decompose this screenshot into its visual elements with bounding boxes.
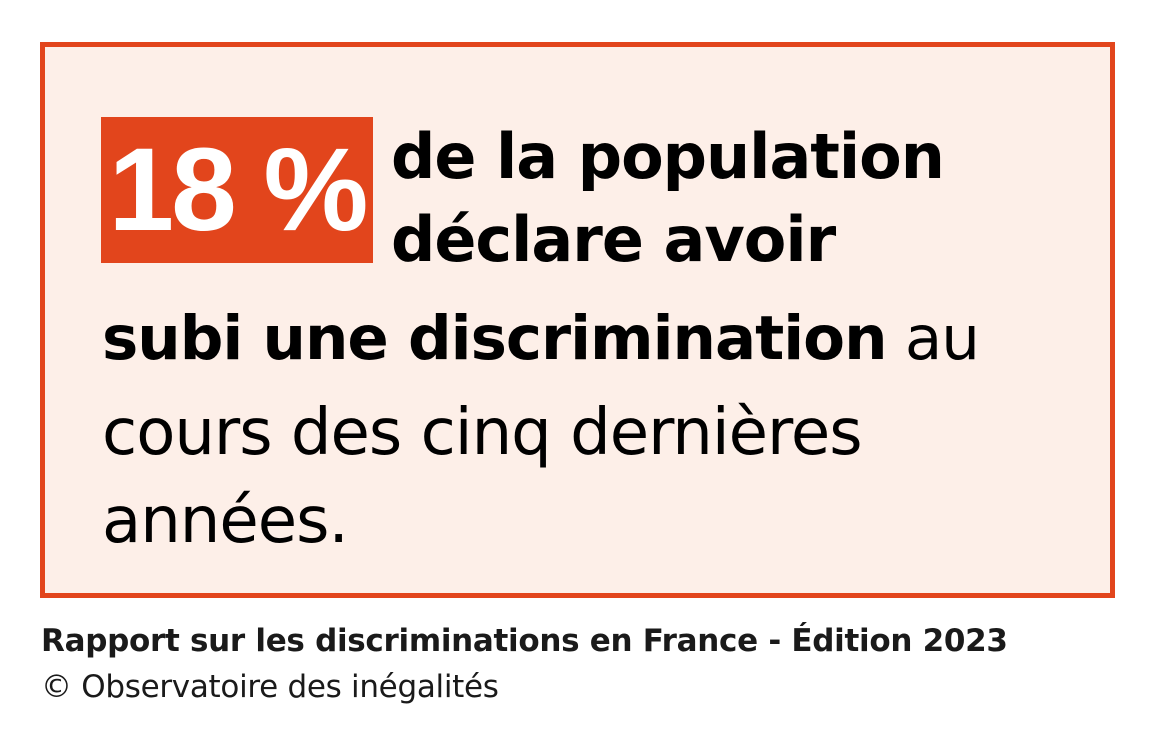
source-caption: Rapport sur les discriminations en Franc… xyxy=(41,623,1008,659)
statement-line-3: subi une discrimination au xyxy=(102,301,980,377)
statistic-card: 18 % de la population déclare avoir subi… xyxy=(40,42,1115,598)
statement-line-4: cours des cinq dernières xyxy=(102,396,863,470)
statement-line-3-bold: subi une discrimination xyxy=(102,303,888,374)
statement-line-3-rest: au xyxy=(886,303,980,374)
statistic-badge: 18 % xyxy=(101,117,373,263)
statement-line-5: années. xyxy=(102,484,349,558)
statement-line-1: de la population xyxy=(391,120,945,193)
copyright-caption: © Observatoire des inégalités xyxy=(41,669,499,705)
statement-line-2: déclare avoir xyxy=(391,203,836,276)
